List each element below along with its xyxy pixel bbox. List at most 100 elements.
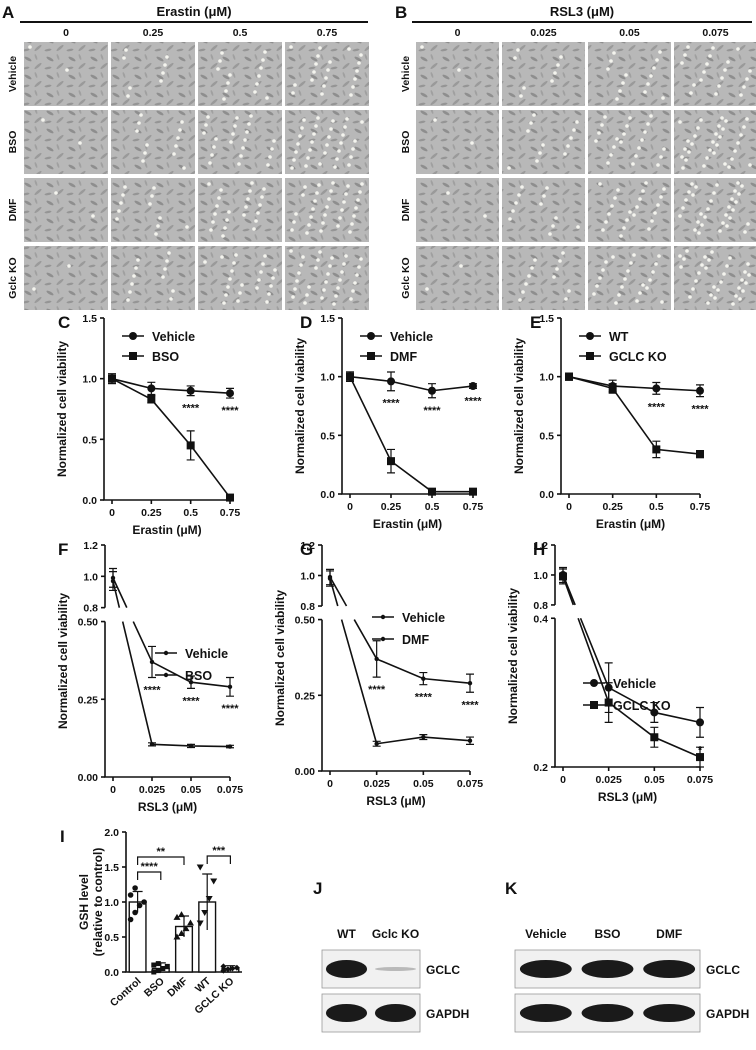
lane-label: Gclc KO	[372, 927, 419, 941]
data-point	[696, 753, 704, 762]
significance-label: ****	[461, 699, 479, 711]
band-label: GCLC	[426, 963, 460, 977]
y-tick-label: 1.0	[539, 372, 554, 384]
significance-label: ****	[143, 685, 161, 697]
data-point	[132, 885, 138, 891]
panel-b-row-label: BSO	[400, 131, 412, 154]
panel-label-d: D	[300, 313, 312, 332]
panel-label-g: G	[300, 540, 313, 559]
chart-e: E 0.0 0.5 1.0 1.5 0 0.25 0.5 0.75 Erastin (μM) Nor…	[512, 313, 710, 531]
data-point	[186, 386, 195, 395]
micrograph-image	[416, 110, 499, 174]
micrograph-image	[502, 178, 585, 242]
data-point	[346, 372, 354, 381]
y-axis-label: GSH level	[77, 874, 91, 930]
data-point	[132, 909, 138, 916]
legend-marker	[380, 636, 386, 642]
y-tick-label: 0.5	[104, 932, 119, 944]
data-point	[164, 963, 170, 969]
y-tick-label: 0.0	[539, 489, 554, 501]
series-line	[329, 578, 471, 745]
y-tick-label: 0.4	[533, 613, 548, 625]
lane-label: BSO	[594, 927, 620, 941]
y-tick-label: 0.5	[82, 434, 97, 446]
y-tick-label: 0.5	[320, 430, 335, 442]
legend-marker	[380, 614, 386, 620]
panel-label-c: C	[58, 313, 70, 332]
data-point	[652, 384, 661, 393]
panel-a-col-label: 0.5	[233, 27, 248, 39]
data-point	[374, 741, 379, 746]
micrograph-image	[285, 246, 369, 310]
blot-band	[581, 1004, 634, 1022]
chart-g: G 0.8 1.0 1.2 0.00 0.25 0.50 0 0.025 0.05 0.075 RSL…	[273, 540, 483, 808]
data-point	[696, 450, 704, 459]
data-point	[127, 916, 134, 923]
micrograph-image	[502, 246, 585, 310]
micrograph-image	[502, 42, 585, 106]
panel-a-col-label: 0	[63, 27, 69, 39]
data-point	[387, 457, 395, 466]
panel-b-row-label: Gclc KO	[400, 257, 412, 298]
x-tick-label: 0	[110, 784, 116, 796]
legend-marker	[586, 352, 594, 360]
data-point	[428, 386, 436, 395]
data-point	[469, 382, 477, 391]
y-tick-label: 1.5	[539, 313, 554, 325]
line-charts: C 0.0 0.5 1.0 1.5 0 0.25 0.5 0.75 Erastin (μM) Nor…	[55, 313, 713, 814]
blot-band	[643, 960, 696, 978]
significance-label: ****	[368, 684, 386, 696]
series-vehicle: Vehicle	[326, 568, 474, 693]
panel-label-j: J	[313, 879, 322, 898]
y-tick-label: 0.0	[82, 495, 97, 507]
legend-marker	[129, 332, 137, 340]
significance-label: *	[698, 744, 703, 756]
data-point	[149, 659, 155, 665]
x-tick-label: 0.25	[381, 501, 402, 513]
data-point	[149, 742, 155, 747]
legend-marker	[590, 701, 598, 709]
micrograph-image	[674, 246, 756, 310]
significance-label: ****	[182, 695, 200, 707]
bar-dmf: DMF	[165, 911, 194, 999]
panel-b-col-label: 0	[455, 27, 461, 39]
chart-c: C 0.0 0.5 1.0 1.5 0 0.25 0.5 0.75 Erastin (μM) Nor…	[55, 313, 240, 537]
data-point	[428, 487, 436, 496]
data-point	[155, 968, 161, 974]
y-tick-label: 0.25	[295, 690, 316, 702]
panel-label-k: K	[505, 879, 518, 898]
data-point	[421, 676, 426, 681]
legend-label: BSO	[152, 350, 179, 364]
x-axis-label: RSL3 (μM)	[598, 790, 657, 804]
panel-a-row-label: DMF	[7, 198, 19, 221]
data-point	[178, 911, 185, 918]
panel-b-col-label: 0.075	[702, 27, 728, 39]
x-tick-label: 0.025	[364, 778, 390, 790]
legend-label: DMF	[402, 633, 429, 647]
error-bar	[202, 873, 213, 930]
x-tick-label: 0.05	[644, 774, 665, 786]
significance-label: ****	[415, 692, 433, 704]
legend-marker	[367, 332, 375, 340]
significance-label: ****	[423, 405, 441, 417]
data-point	[186, 441, 195, 450]
data-point	[226, 389, 234, 398]
data-point	[196, 920, 204, 927]
panel-a-col-label: 0.25	[143, 27, 164, 39]
data-point	[155, 961, 161, 967]
blot-band	[519, 960, 572, 978]
panel-label-f: F	[58, 540, 68, 559]
y-tick-label: 1.2	[533, 540, 548, 552]
x-tick-label: 0.075	[217, 784, 243, 796]
y-tick-label: 0.00	[78, 772, 99, 784]
legend-label: GCLC KO	[613, 699, 671, 713]
y-tick-label: 0.00	[295, 766, 316, 778]
x-tick-label: DMF	[165, 975, 190, 1000]
data-point	[467, 680, 473, 686]
micrograph-image	[24, 246, 108, 310]
x-tick-label: 0.05	[181, 784, 202, 796]
comparison-bracket: **	[137, 846, 185, 865]
data-point	[196, 864, 204, 871]
panel-j: J WT Gclc KO GCLC GAPDH	[313, 879, 469, 1033]
